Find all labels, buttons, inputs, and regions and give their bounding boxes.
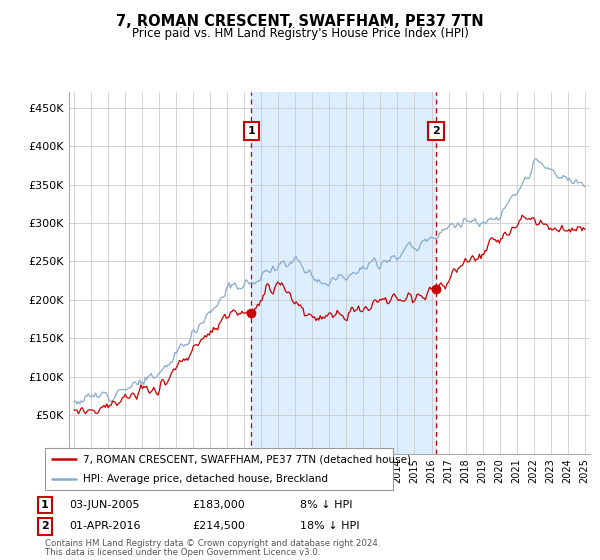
Text: HPI: Average price, detached house, Breckland: HPI: Average price, detached house, Brec… <box>83 474 328 484</box>
Text: 7, ROMAN CRESCENT, SWAFFHAM, PE37 7TN (detached house): 7, ROMAN CRESCENT, SWAFFHAM, PE37 7TN (d… <box>83 454 411 464</box>
Text: 2: 2 <box>432 126 440 136</box>
Text: Contains HM Land Registry data © Crown copyright and database right 2024.: Contains HM Land Registry data © Crown c… <box>45 539 380 548</box>
Text: 8% ↓ HPI: 8% ↓ HPI <box>300 500 353 510</box>
Text: 1: 1 <box>248 126 256 136</box>
Text: 1: 1 <box>41 500 49 510</box>
Text: 18% ↓ HPI: 18% ↓ HPI <box>300 521 359 531</box>
Text: £214,500: £214,500 <box>192 521 245 531</box>
Text: 7, ROMAN CRESCENT, SWAFFHAM, PE37 7TN: 7, ROMAN CRESCENT, SWAFFHAM, PE37 7TN <box>116 14 484 29</box>
Text: 01-APR-2016: 01-APR-2016 <box>69 521 140 531</box>
Bar <box>251 92 436 454</box>
Text: 2: 2 <box>41 521 49 531</box>
Text: 03-JUN-2005: 03-JUN-2005 <box>69 500 139 510</box>
Text: Price paid vs. HM Land Registry's House Price Index (HPI): Price paid vs. HM Land Registry's House … <box>131 27 469 40</box>
Text: This data is licensed under the Open Government Licence v3.0.: This data is licensed under the Open Gov… <box>45 548 320 557</box>
Text: £183,000: £183,000 <box>192 500 245 510</box>
